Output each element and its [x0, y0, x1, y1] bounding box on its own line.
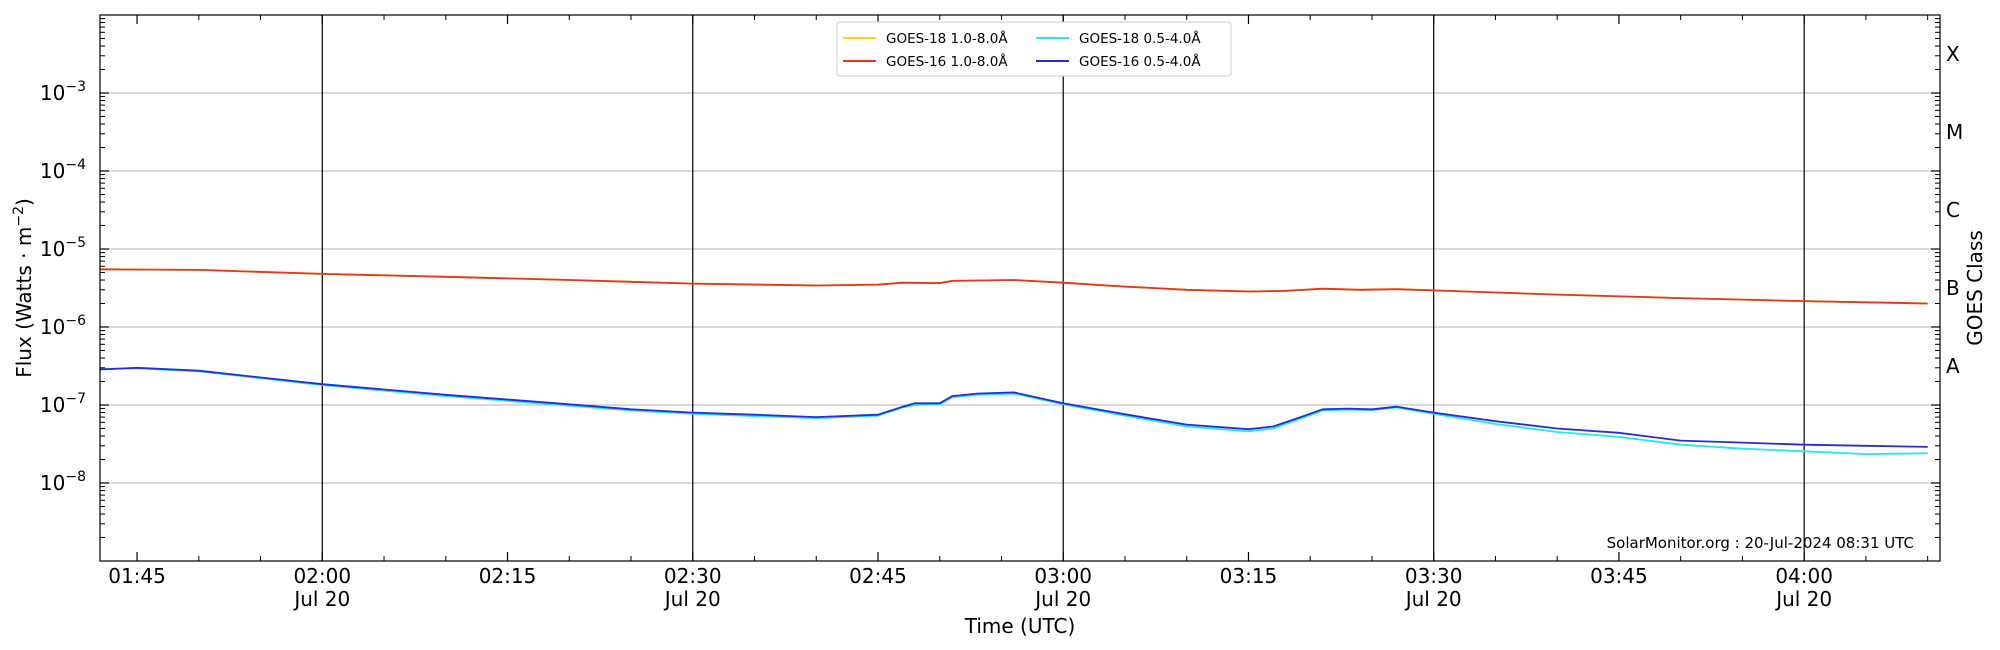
x-tick-label: 02:30 [664, 564, 722, 588]
goes-class-axis: A B C M X [1946, 42, 1963, 378]
y-tick-label: 10−4 [40, 157, 86, 183]
legend: GOES-18 1.0-8.0Å GOES-16 1.0-8.0Å GOES-18 … [836, 21, 1232, 77]
goes-class-axis-label: GOES Class [1963, 230, 1987, 346]
y-tick-label: 10−6 [40, 313, 86, 339]
legend-entry: GOES-16 0.5-4.0Å [1079, 53, 1201, 70]
legend-box [836, 21, 1232, 77]
goes-class-label: A [1946, 354, 1960, 378]
series-layer [99, 268, 1928, 455]
source-annotation: SolarMonitor.org : 20-Jul-2024 08:31 UTC [1607, 534, 1914, 552]
x-tick-label: 03:45 [1590, 564, 1648, 588]
goes-class-label: C [1946, 198, 1960, 222]
x-tick-label: 04:00 [1775, 564, 1833, 588]
series-line-3 [99, 367, 1928, 455]
x-tick-label: 03:00 [1034, 564, 1092, 588]
x-tick-date-label: Jul 20 [1774, 587, 1832, 611]
x-axis-label: Time (UTC) [964, 614, 1076, 638]
legend-entry: GOES-18 0.5-4.0Å [1079, 30, 1201, 47]
x-tick-label: 03:15 [1220, 564, 1278, 588]
y-axis-label: Flux (Watts · m−2) [11, 198, 36, 378]
y-tick-label: 10−5 [40, 235, 86, 261]
vertical-time-lines [321, 15, 1805, 561]
goes-class-label: B [1946, 276, 1960, 300]
grid-layer [100, 92, 1940, 484]
x-tick-label: 02:45 [849, 564, 907, 588]
x-tick-date-label: Jul 20 [1033, 587, 1091, 611]
y-tick-label: 10−8 [40, 469, 86, 495]
x-tick-date-label: Jul 20 [292, 587, 350, 611]
plot-frame [99, 14, 1941, 562]
legend-entry: GOES-18 1.0-8.0Å [886, 30, 1008, 47]
x-tick-label: 03:30 [1405, 564, 1463, 588]
goes-class-label: X [1946, 42, 1960, 66]
x-tick-label: 02:15 [479, 564, 537, 588]
goes-class-label: M [1946, 120, 1963, 144]
y-axis: 10−8 10−7 10−6 10−5 10−4 10−3 [40, 18, 1940, 539]
y-tick-label: 10−7 [40, 391, 86, 417]
series-line-2 [99, 268, 1928, 305]
series-line-4 [99, 366, 1928, 448]
x-tick-date-label: Jul 20 [1404, 587, 1462, 611]
legend-entry: GOES-16 1.0-8.0Å [886, 53, 1008, 70]
x-tick-date-label: Jul 20 [663, 587, 721, 611]
x-tick-label: 01:45 [108, 564, 166, 588]
x-tick-label: 02:00 [293, 564, 351, 588]
y-tick-label: 10−3 [40, 79, 86, 105]
